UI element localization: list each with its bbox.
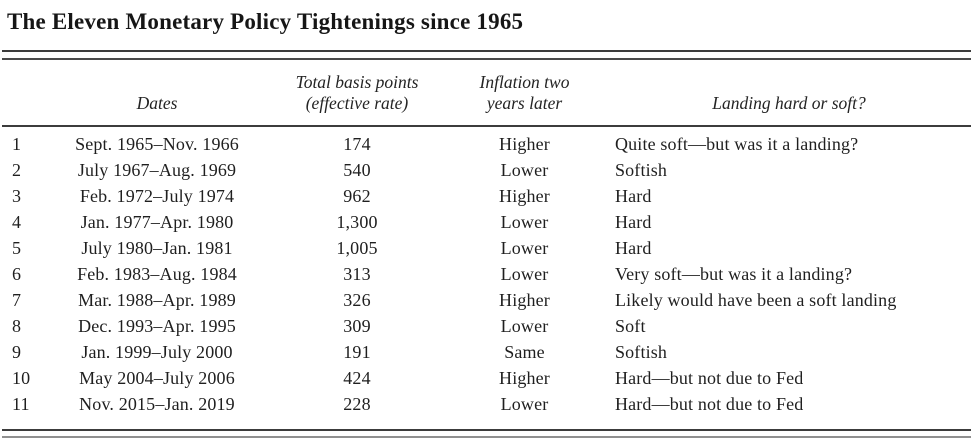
row-number: 1 [12, 134, 22, 154]
row-landing: Hard [615, 238, 652, 258]
table-row: 4 Jan. 1977–Apr. 1980 1,300 Lower Hard [2, 209, 971, 235]
column-header-landing: Landing hard or soft? [607, 60, 971, 127]
table-row: 7 Mar. 1988–Apr. 1989 326 Higher Likely … [2, 287, 971, 313]
row-inflation: Lower [500, 212, 549, 232]
row-landing: Quite soft—but was it a landing? [615, 134, 859, 154]
row-number: 2 [12, 160, 22, 180]
row-landing: Hard—but not due to Fed [615, 368, 804, 388]
row-dates: Sept. 1965–Nov. 1966 [75, 134, 239, 154]
table-bottom-rule [2, 429, 971, 438]
table-row: 8 Dec. 1993–Apr. 1995 309 Lower Soft [2, 313, 971, 339]
row-landing: Soft [615, 316, 646, 336]
row-inflation: Higher [499, 134, 550, 154]
column-header-basis-points-line2: (effective rate) [305, 93, 409, 113]
tightenings-table-grid: Dates Total basis points (effective rate… [2, 60, 971, 417]
tightenings-table: Dates Total basis points (effective rate… [2, 50, 971, 438]
row-number: 8 [12, 316, 22, 336]
row-dates: Jan. 1999–July 2000 [81, 342, 233, 362]
row-dates: May 2004–July 2006 [79, 368, 235, 388]
column-header-inflation: Inflation two years later [442, 60, 607, 127]
row-dates: Jan. 1977–Apr. 1980 [80, 212, 234, 232]
row-landing: Hard [615, 186, 652, 206]
column-header-landing-label: Landing hard or soft? [712, 93, 866, 113]
column-header-dates-label: Dates [136, 93, 178, 113]
row-number: 10 [12, 368, 31, 388]
row-dates: Feb. 1983–Aug. 1984 [77, 264, 237, 284]
row-inflation: Higher [499, 368, 550, 388]
row-dates: July 1967–Aug. 1969 [77, 160, 237, 180]
column-header-dates: Dates [42, 60, 272, 127]
row-landing: Hard—but not due to Fed [615, 394, 804, 414]
column-header-inflation-line1: Inflation two [479, 72, 570, 92]
row-number: 4 [12, 212, 22, 232]
row-number: 9 [12, 342, 22, 362]
column-header-basis-points: Total basis points (effective rate) [272, 60, 442, 127]
row-landing: Very soft—but was it a landing? [615, 264, 853, 284]
row-basis-points: 326 [343, 290, 371, 310]
table-row: 2 July 1967–Aug. 1969 540 Lower Softish [2, 157, 971, 183]
row-dates: July 1980–Jan. 1981 [81, 238, 233, 258]
row-number: 3 [12, 186, 22, 206]
table-top-rule [2, 50, 971, 60]
row-basis-points: 313 [343, 264, 371, 284]
row-inflation: Lower [500, 238, 549, 258]
row-inflation: Higher [499, 186, 550, 206]
row-number: 11 [12, 394, 30, 414]
table-row: 9 Jan. 1999–July 2000 191 Same Softish [2, 339, 971, 365]
table-row: 10 May 2004–July 2006 424 Higher Hard—bu… [2, 365, 971, 391]
row-dates: Nov. 2015–Jan. 2019 [79, 394, 235, 414]
table-row: 1 Sept. 1965–Nov. 1966 174 Higher Quite … [2, 126, 971, 157]
row-inflation: Same [504, 342, 545, 362]
table-row: 3 Feb. 1972–July 1974 962 Higher Hard [2, 183, 971, 209]
row-basis-points: 1,300 [336, 212, 378, 232]
row-inflation: Lower [500, 160, 549, 180]
table-header-row: Dates Total basis points (effective rate… [2, 60, 971, 127]
row-basis-points: 174 [343, 134, 371, 154]
row-landing: Hard [615, 212, 652, 232]
table-row: 11 Nov. 2015–Jan. 2019 228 Lower Hard—bu… [2, 391, 971, 417]
table-row: 6 Feb. 1983–Aug. 1984 313 Lower Very sof… [2, 261, 971, 287]
table-row: 5 July 1980–Jan. 1981 1,005 Lower Hard [2, 235, 971, 261]
row-inflation: Lower [500, 316, 549, 336]
column-header-basis-points-line1: Total basis points [295, 72, 419, 92]
row-number: 7 [12, 290, 22, 310]
row-basis-points: 1,005 [336, 238, 378, 258]
row-landing: Likely would have been a soft landing [615, 290, 897, 310]
row-landing: Softish [615, 160, 668, 180]
row-basis-points: 424 [343, 368, 371, 388]
row-number: 6 [12, 264, 22, 284]
column-header-inflation-line2: years later [486, 93, 563, 113]
page-title: The Eleven Monetary Policy Tightenings s… [7, 9, 524, 34]
row-basis-points: 309 [343, 316, 371, 336]
row-basis-points: 962 [343, 186, 371, 206]
row-dates: Dec. 1993–Apr. 1995 [78, 316, 236, 336]
row-landing: Softish [615, 342, 668, 362]
row-dates: Mar. 1988–Apr. 1989 [78, 290, 236, 310]
row-dates: Feb. 1972–July 1974 [79, 186, 235, 206]
row-basis-points: 540 [343, 160, 371, 180]
row-basis-points: 191 [343, 342, 371, 362]
row-inflation: Higher [499, 290, 550, 310]
row-inflation: Lower [500, 394, 549, 414]
column-header-row-number [2, 60, 42, 127]
row-number: 5 [12, 238, 22, 258]
table-body: 1 Sept. 1965–Nov. 1966 174 Higher Quite … [2, 126, 971, 417]
row-basis-points: 228 [343, 394, 371, 414]
row-inflation: Lower [500, 264, 549, 284]
